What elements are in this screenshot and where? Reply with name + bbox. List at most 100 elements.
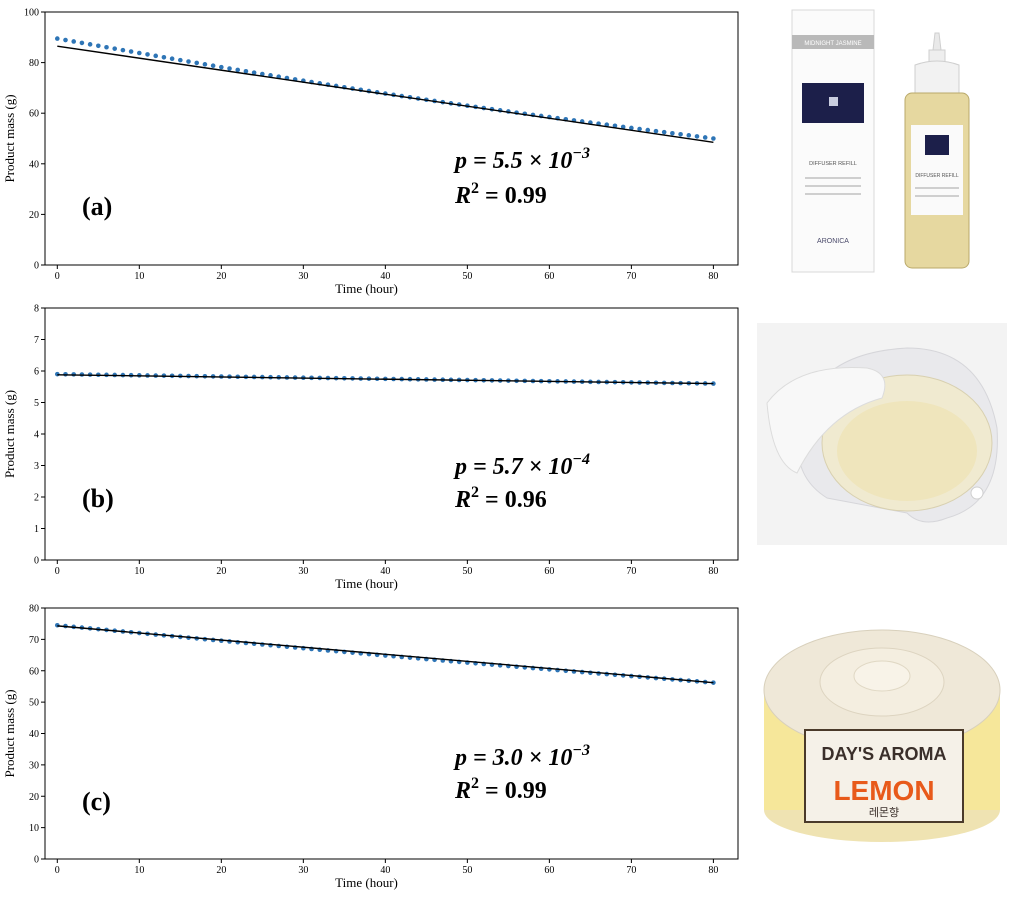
x-tick-label: 40 bbox=[380, 865, 390, 876]
data-point bbox=[128, 49, 134, 54]
fit-line bbox=[57, 625, 714, 684]
data-point bbox=[79, 40, 85, 46]
x-tick-label: 10 bbox=[134, 271, 144, 282]
data-point bbox=[55, 622, 60, 628]
data-point bbox=[104, 44, 109, 50]
chart-c: 0 10 20 30 40 50 60 70 80 0 10 20 30 40 50 60 70 80 Time (… bbox=[2, 604, 739, 890]
data-point bbox=[629, 125, 634, 131]
panel-label-c: (c) bbox=[82, 787, 111, 816]
x-tick-label: 20 bbox=[216, 865, 226, 876]
plot-area-b: 0 10 20 30 40 50 60 70 80 0 1 2 3 4 5 6 7 8 Time (hour) Pro… bbox=[2, 304, 739, 591]
x-tick-label: 10 bbox=[134, 865, 144, 876]
data-point bbox=[161, 54, 167, 60]
fit-line bbox=[57, 45, 714, 143]
data-point bbox=[235, 67, 241, 73]
y-tick-label: 10 bbox=[29, 823, 39, 834]
data-point bbox=[251, 70, 257, 75]
y-tick-label: 1 bbox=[34, 524, 39, 535]
y-tick-label: 8 bbox=[34, 304, 39, 315]
y-tick-label: 20 bbox=[29, 792, 39, 803]
annotation-r2-b: R2 = 0.96 bbox=[454, 484, 547, 513]
panel-label-a: (a) bbox=[82, 192, 112, 221]
x-tick-label: 10 bbox=[134, 566, 144, 577]
y-tick-label: 7 bbox=[34, 335, 39, 346]
x-tick-label: 80 bbox=[708, 271, 718, 282]
bottle-refill-text: DIFFUSER REFILL bbox=[915, 173, 959, 179]
panel-label-b: (b) bbox=[82, 484, 114, 513]
y-tick-label: 0 bbox=[34, 556, 39, 567]
x-tick-label: 50 bbox=[462, 865, 472, 876]
data-point bbox=[227, 66, 232, 71]
x-tick-label: 20 bbox=[216, 566, 226, 577]
y-tick-label: 6 bbox=[34, 367, 39, 378]
data-point bbox=[268, 73, 273, 78]
y-tick-label: 60 bbox=[29, 666, 39, 677]
data-point bbox=[63, 37, 68, 43]
y-tick-label: 40 bbox=[29, 729, 39, 740]
product-photo-gel-pack bbox=[757, 323, 1007, 545]
data-point bbox=[260, 71, 265, 77]
data-point bbox=[55, 36, 60, 41]
annotation-r2-c: R2 = 0.99 bbox=[454, 775, 547, 804]
y-tick-label: 50 bbox=[29, 698, 39, 709]
x-tick-label: 60 bbox=[544, 865, 554, 876]
x-tick-label: 40 bbox=[380, 566, 390, 577]
box-refill-text: DIFFUSER REFILL bbox=[809, 161, 857, 167]
data-point bbox=[686, 133, 692, 138]
data-point bbox=[194, 60, 200, 66]
box-brand-text: MIDNIGHT JASMINE bbox=[804, 41, 861, 47]
data-point bbox=[612, 123, 618, 129]
x-tick-label: 70 bbox=[626, 566, 636, 577]
data-point bbox=[137, 50, 142, 56]
y-tick-label: 40 bbox=[29, 159, 39, 170]
x-tick-label: 50 bbox=[462, 566, 472, 577]
data-point bbox=[178, 57, 183, 63]
y-tick-label: 2 bbox=[34, 493, 39, 504]
data-point bbox=[678, 131, 683, 137]
y-tick-label: 70 bbox=[29, 635, 39, 646]
x-axis-label: Time (hour) bbox=[335, 875, 398, 890]
product-photo-diffuser: MIDNIGHT JASMINE DIFFUSER REFILL ARONICA… bbox=[765, 5, 1000, 280]
x-tick-label: 0 bbox=[55, 566, 60, 577]
chart-panel-b: 0 10 20 30 40 50 60 70 80 0 1 2 3 4 5 6 7 8 Time (hour) Pro… bbox=[0, 300, 750, 600]
y-tick-label: 5 bbox=[34, 398, 39, 409]
data-point bbox=[120, 47, 126, 53]
plot-area-a: 0 10 20 30 40 50 60 70 80 0 20 40 60 80 100 Time (hour)… bbox=[2, 8, 739, 296]
y-tick-label: 60 bbox=[29, 109, 39, 120]
data-point bbox=[169, 56, 175, 61]
diffuser-illustration: MIDNIGHT JASMINE DIFFUSER REFILL ARONICA… bbox=[791, 9, 970, 273]
x-tick-label: 80 bbox=[708, 865, 718, 876]
data-point bbox=[145, 52, 150, 57]
chart-panel-c: 0 10 20 30 40 50 60 70 80 0 10 20 30 40 50 60 70 80 Time (… bbox=[0, 600, 750, 897]
x-tick-label: 60 bbox=[544, 566, 554, 577]
y-axis-label: Product mass (g) bbox=[2, 689, 17, 777]
y-axis-label: Product mass (g) bbox=[2, 390, 17, 478]
annotation-p-a: p = 5.5 × 10−3 bbox=[453, 145, 590, 174]
data-point bbox=[637, 126, 642, 132]
x-tick-label: 70 bbox=[626, 865, 636, 876]
x-axis-label: Time (hour) bbox=[335, 281, 398, 296]
data-point bbox=[219, 64, 224, 70]
x-axis-label: Time (hour) bbox=[335, 576, 398, 591]
data-point bbox=[112, 46, 118, 51]
y-tick-label: 0 bbox=[34, 855, 39, 866]
data-point bbox=[694, 134, 700, 139]
annotation-p-b: p = 5.7 × 10−4 bbox=[453, 451, 590, 480]
y-tick-label: 0 bbox=[34, 261, 39, 272]
data-point bbox=[653, 128, 659, 134]
data-point bbox=[645, 127, 651, 133]
data-point bbox=[96, 43, 101, 49]
data-point bbox=[87, 42, 93, 47]
axes-frame bbox=[44, 607, 739, 860]
x-tick-label: 0 bbox=[55, 271, 60, 282]
x-tick-label: 40 bbox=[380, 271, 390, 282]
x-tick-label: 80 bbox=[708, 566, 718, 577]
chart-b: 0 10 20 30 40 50 60 70 80 0 1 2 3 4 5 6 7 8 Time (hour) Pro… bbox=[2, 304, 739, 591]
gel-pack-illustration bbox=[757, 323, 1007, 545]
y-tick-label: 100 bbox=[24, 8, 39, 19]
data-point bbox=[670, 130, 675, 136]
box-logo-text: ARONICA bbox=[817, 238, 849, 245]
data-point bbox=[661, 129, 667, 135]
data-point bbox=[711, 136, 716, 141]
x-tick-label: 50 bbox=[462, 271, 472, 282]
